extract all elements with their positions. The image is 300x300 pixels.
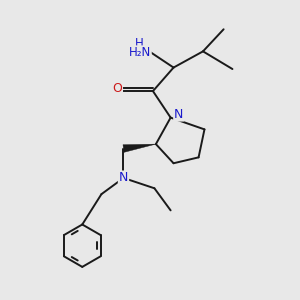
Text: O: O — [112, 82, 122, 95]
Text: N: N — [174, 108, 184, 121]
Text: N: N — [119, 172, 128, 184]
Text: H₂N: H₂N — [129, 46, 151, 59]
Polygon shape — [123, 144, 156, 152]
Text: H: H — [135, 37, 144, 50]
